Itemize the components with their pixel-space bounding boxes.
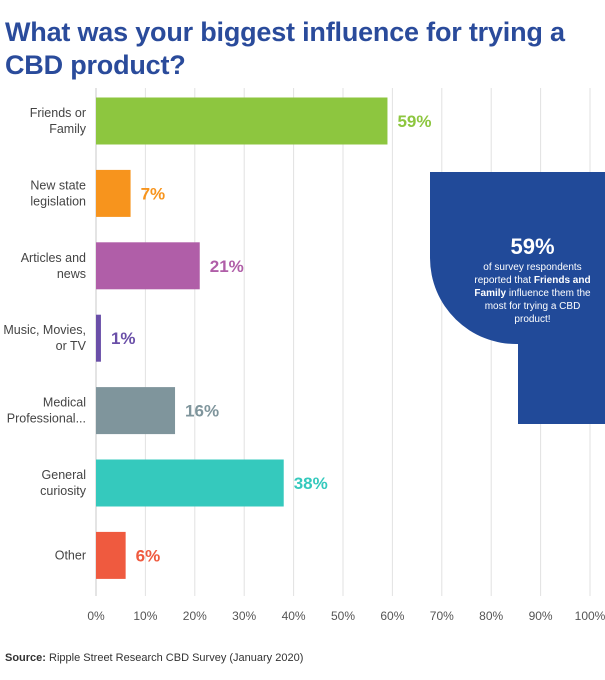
category-label-line: news [57,267,86,281]
x-tick-label: 10% [133,609,157,623]
source-label: Source: [5,652,46,664]
category-label-line: General [42,468,86,482]
callout-bubble [430,172,605,424]
category-label: Friends or Family [30,106,87,136]
category-label: Medical Professional... [7,396,86,426]
source-text: Ripple Street Research CBD Survey (Janua… [45,652,304,664]
category-label-line: Medical [43,396,86,410]
x-tick-label: 20% [183,609,207,623]
category-label: Other [55,548,86,562]
bar [96,531,126,579]
x-tick-label: 30% [232,609,256,623]
category-labels: Friends or Family New state legislation Arti… [3,106,86,562]
x-tick-label: 40% [282,609,306,623]
bar [96,459,284,507]
value-label: 6% [136,546,161,565]
callout-value: 59% [510,234,555,259]
bar [96,314,101,362]
value-label: 1% [111,329,136,348]
x-tick-label: 50% [331,609,355,623]
callout-bubble-shape [430,172,605,424]
callout-text-after: influence them the most for trying a CBD… [484,288,591,325]
x-tick-label: 80% [479,609,503,623]
x-tick-label: 90% [529,609,553,623]
category-label: New state legislation [30,178,86,208]
callout-text-bold: Friends and Family [474,275,591,299]
bar [96,169,131,217]
category-label-line: Music, Movies, [3,323,86,337]
x-tick-label: 60% [380,609,404,623]
category-label-line: Professional... [7,412,86,426]
x-tick-label: 70% [430,609,454,623]
source-note: Source: Ripple Street Research CBD Surve… [5,652,303,664]
value-label: 59% [397,112,431,131]
category-label-line: or TV [56,339,87,353]
chart-title: What was your biggest influence for tryi… [5,17,565,80]
x-tick-label: 0% [87,609,105,623]
bar [96,97,388,145]
value-label: 38% [294,474,328,493]
value-label: 16% [185,402,219,421]
category-label-line: New state [30,178,86,192]
category-label-line: Articles and [21,251,86,265]
category-label-line: Family [49,122,87,136]
callout-text-before: of survey respondents reported that [474,262,582,286]
category-label-line: curiosity [40,484,87,498]
category-label-line: Friends or [30,106,86,120]
value-labels: 59% 7% 21% 1% 16% 38% 6% [111,112,432,565]
bar [96,387,176,435]
callout-text: 59% of survey respondents reported that … [470,233,595,326]
x-tick-label: 100% [575,609,605,623]
x-axis-ticks: 0% 10% 20% 30% 40% 50% 60% 70% 80% 90% 100% [87,609,605,623]
category-label: Articles and news [21,251,86,281]
category-label-line: legislation [30,194,86,208]
value-label: 21% [210,257,244,276]
value-label: 7% [141,184,166,203]
bars [96,97,388,579]
category-label: General curiosity [40,468,87,498]
category-label: Music, Movies, or TV [3,323,86,353]
category-label-line: Other [55,548,86,562]
bar [96,242,200,290]
callout-description: of survey respondents reported that Frie… [470,261,595,326]
